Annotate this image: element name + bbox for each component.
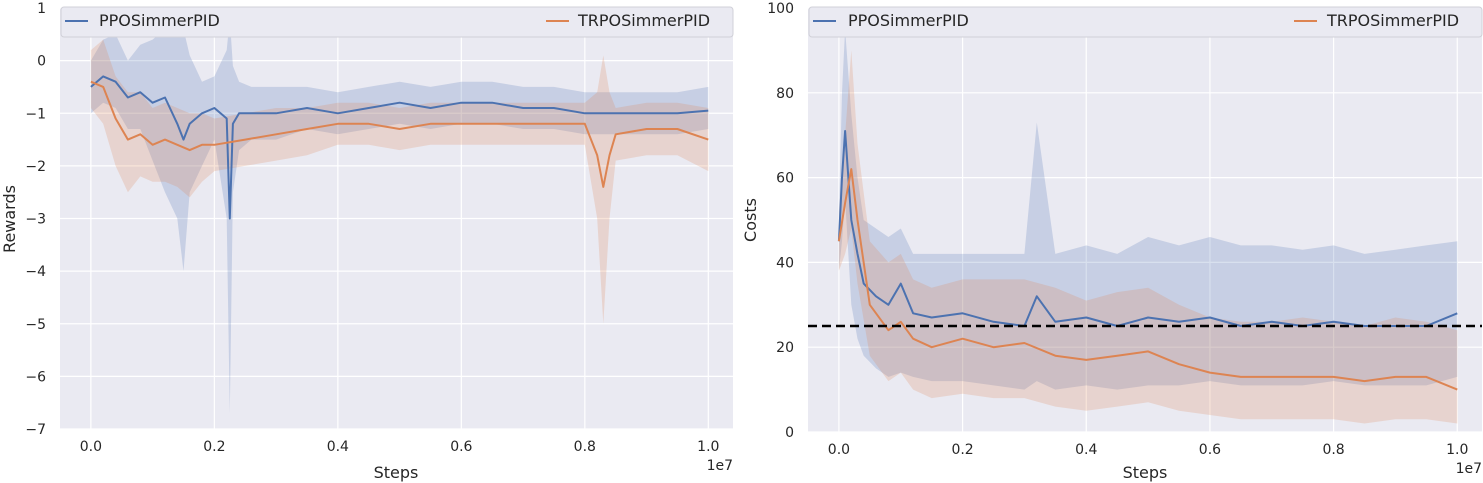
costs-y-axis-label: Costs [741,198,760,242]
rewards-y-tick-label: −4 [25,264,46,280]
costs-x-multiplier: 1e7 [1456,461,1482,477]
rewards-line-pposimmerpid [90,75,709,220]
rewards-y-tick-label: 1 [37,1,46,17]
rewards-y-tick-label: −7 [25,422,46,438]
rewards-x-multiplier: 1e7 [707,458,733,474]
costs-legend-box [808,6,1483,38]
rewards-y-tick-label: −6 [25,369,46,385]
rewards-band-trposimmerpid [90,39,709,324]
costs-y-tick-label: 60 [776,171,794,187]
costs-line-trposimmerpid [837,168,1458,391]
costs-y-tick-label: 100 [767,1,794,17]
costs-x-tick-label: 1.0 [1446,442,1468,458]
rewards-y-tick-label: −3 [25,212,46,228]
costs-plot-area [808,8,1482,432]
rewards-y-tick-label: −1 [25,106,46,122]
rewards-x-tick-label: 0.6 [450,439,472,455]
rewards-band-pposimmerpid [90,18,709,414]
rewards-chart: 0.0 0.2 0.4 0.6 0.8 1.0 −7 −6 −5 −4 −3 −2 −1 0 1 Step… [0,1,734,482]
costs-x-tick-label: 0.4 [1075,442,1097,458]
costs-bands [838,29,1458,424]
costs-band-pposimmerpid [838,29,1458,390]
rewards-legend-box [60,6,734,38]
costs-legend: PPOSimmerPID TRPOSimmerPID [808,6,1483,38]
rewards-y-tick-label: −5 [25,317,46,333]
rewards-bands [90,18,709,414]
costs-x-tick-label: 0.2 [951,442,973,458]
costs-x-axis-label: Steps [1123,463,1168,482]
costs-y-tick-label: 40 [776,255,794,271]
rewards-legend: PPOSimmerPID TRPOSimmerPID [60,6,734,38]
rewards-line-trposimmerpid [90,80,709,188]
rewards-y-ticks: −7 −6 −5 −4 −3 −2 −1 0 1 [25,1,46,438]
rewards-y-tick-label: −2 [25,159,46,175]
costs-line-pposimmerpid [837,130,1458,327]
costs-y-tick-label: 20 [776,340,794,356]
rewards-y-axis-label: Rewards [0,185,19,253]
costs-y-tick-label: 80 [776,86,794,102]
rewards-x-tick-label: 0.0 [80,439,102,455]
rewards-legend-label-trpo: TRPOSimmerPID [577,11,710,30]
rewards-x-axis-label: Steps [374,463,419,482]
rewards-x-ticks: 0.0 0.2 0.4 0.6 0.8 1.0 [80,439,720,455]
rewards-x-tick-label: 0.8 [574,439,596,455]
costs-x-ticks: 0.0 0.2 0.4 0.6 0.8 1.0 [828,442,1469,458]
costs-x-tick-label: 0.0 [828,442,850,458]
costs-band-trposimmerpid [838,50,1458,424]
rewards-lines [90,75,709,220]
rewards-x-tick-label: 0.4 [327,439,349,455]
costs-x-tick-label: 0.8 [1322,442,1344,458]
rewards-legend-label-ppo: PPOSimmerPID [99,11,220,30]
costs-lines [837,130,1458,391]
costs-y-ticks: 0 20 40 60 80 100 [767,1,794,441]
costs-x-tick-label: 0.6 [1199,442,1221,458]
rewards-x-tick-label: 0.2 [203,439,225,455]
costs-chart: 0.0 0.2 0.4 0.6 0.8 1.0 0 20 40 60 80 100 Steps Co… [741,1,1483,482]
costs-y-tick-label: 0 [785,425,794,441]
rewards-y-tick-label: 0 [37,54,46,70]
costs-legend-label-ppo: PPOSimmerPID [848,11,969,30]
rewards-x-tick-label: 1.0 [697,439,719,455]
costs-legend-label-trpo: TRPOSimmerPID [1326,11,1459,30]
